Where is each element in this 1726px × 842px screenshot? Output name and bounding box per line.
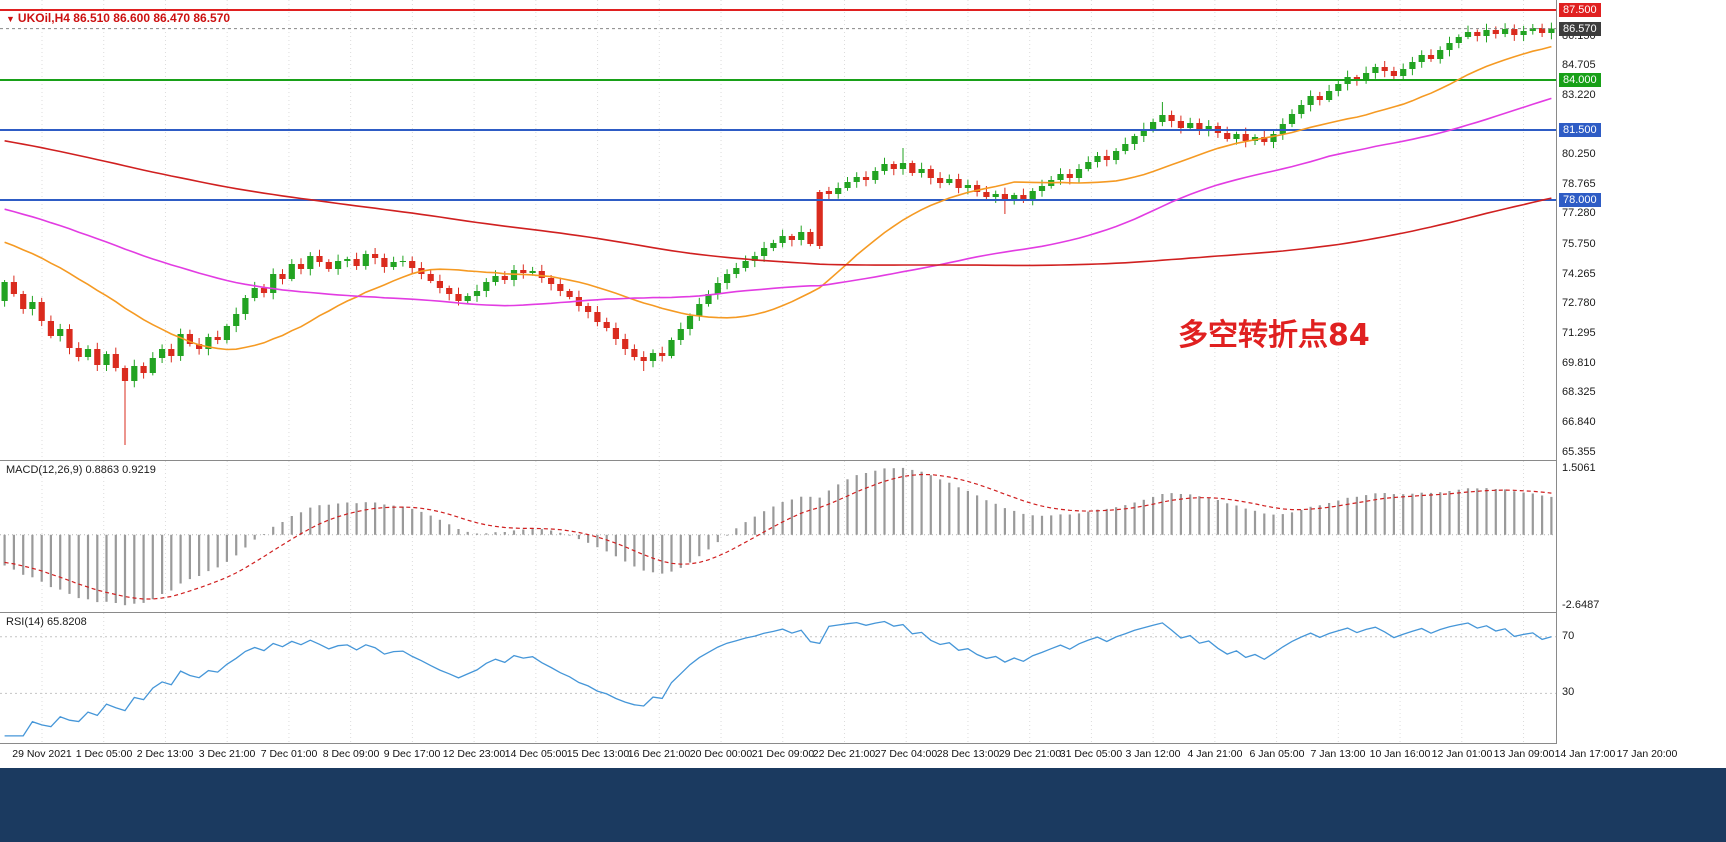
macd-panel[interactable]: MACD(12,26,9) 0.8863 0.9219 <box>0 461 1556 613</box>
time-tick-label: 7 Dec 01:00 <box>260 748 318 760</box>
price-tick-label: 69.810 <box>1562 357 1596 369</box>
time-tick-label: 16 Dec 21:00 <box>627 748 691 760</box>
time-tick-label: 10 Jan 16:00 <box>1369 748 1431 760</box>
macd-chart-canvas[interactable] <box>0 461 1556 612</box>
chart-marker-icon: ▼ <box>6 14 15 24</box>
macd-max-label: 1.5061 <box>1562 462 1596 474</box>
macd-min-label: -2.6487 <box>1562 599 1600 611</box>
time-tick-label: 9 Dec 17:00 <box>383 748 441 760</box>
time-tick-label: 8 Dec 09:00 <box>322 748 380 760</box>
price-tick-label: 83.220 <box>1562 89 1596 101</box>
price-chart-canvas[interactable] <box>0 0 1556 460</box>
current-price-badge: 86.570 <box>1559 22 1601 36</box>
price-tick-label: 68.325 <box>1562 386 1596 398</box>
time-tick-label: 1 Dec 05:00 <box>75 748 133 760</box>
rsi-label: RSI(14) 65.8208 <box>6 616 87 628</box>
chart-title: ▼ UKOil,H4 86.510 86.600 86.470 86.570 <box>6 11 230 25</box>
price-tick-label: 84.705 <box>1562 59 1596 71</box>
price-tick-label: 78.765 <box>1562 178 1596 190</box>
time-tick-label: 6 Jan 05:00 <box>1249 748 1305 760</box>
price-panel[interactable]: ▼ UKOil,H4 86.510 86.600 86.470 86.570 多空… <box>0 0 1556 461</box>
price-tick-label: 72.780 <box>1562 297 1596 309</box>
rsi-chart-canvas[interactable] <box>0 613 1556 743</box>
time-tick-label: 3 Dec 21:00 <box>198 748 256 760</box>
time-tick-label: 2 Dec 13:00 <box>136 748 194 760</box>
price-tick-label: 65.355 <box>1562 446 1596 458</box>
price-axis[interactable]: 86.150 84.705 83.220 80.250 78.765 77.280 75.7… <box>1557 0 1726 744</box>
hline-price-badge: 84.000 <box>1559 73 1601 87</box>
rsi-level-label: 30 <box>1562 686 1575 698</box>
time-tick-label: 28 Dec 13:00 <box>936 748 1000 760</box>
time-tick-label: 4 Jan 21:00 <box>1187 748 1243 760</box>
time-tick-label: 14 Dec 05:00 <box>504 748 568 760</box>
time-tick-label: 31 Dec 05:00 <box>1059 748 1123 760</box>
price-tick-label: 80.250 <box>1562 148 1596 160</box>
time-tick-label: 20 Dec 00:00 <box>689 748 753 760</box>
price-tick-label: 77.280 <box>1562 207 1596 219</box>
chart-annotation: 多空转折点84 <box>1178 318 1370 353</box>
price-tick-label: 71.295 <box>1562 327 1596 339</box>
time-tick-label: 21 Dec 09:00 <box>751 748 815 760</box>
time-tick-label: 12 Jan 01:00 <box>1431 748 1493 760</box>
time-tick-label: 22 Dec 21:00 <box>812 748 876 760</box>
time-tick-label: 27 Dec 04:00 <box>874 748 938 760</box>
time-tick-label: 13 Jan 09:00 <box>1493 748 1555 760</box>
macd-label: MACD(12,26,9) 0.8863 0.9219 <box>6 464 156 476</box>
hline-price-badge: 87.500 <box>1559 3 1601 17</box>
chart-title-text: UKOil,H4 86.510 86.600 86.470 86.570 <box>17 11 231 25</box>
price-tick-label: 75.750 <box>1562 238 1596 250</box>
time-tick-label: 29 Dec 21:00 <box>998 748 1062 760</box>
price-tick-label: 74.265 <box>1562 268 1596 280</box>
price-tick-label: 66.840 <box>1562 416 1596 428</box>
time-tick-label: 12 Dec 23:00 <box>442 748 506 760</box>
time-tick-label: 15 Dec 13:00 <box>566 748 630 760</box>
rsi-panel[interactable]: RSI(14) 65.8208 <box>0 613 1556 744</box>
price-axis-border <box>1556 0 1557 744</box>
taskbar <box>0 768 1726 842</box>
time-tick-label: 29 Nov 2021 <box>12 748 72 760</box>
time-tick-label: 17 Jan 20:00 <box>1616 748 1678 760</box>
time-tick-label: 14 Jan 17:00 <box>1554 748 1616 760</box>
rsi-level-label: 70 <box>1562 630 1575 642</box>
time-axis[interactable]: 29 Nov 2021 1 Dec 05:00 2 Dec 13:00 3 Dec 2… <box>0 744 1726 768</box>
hline-price-badge: 78.000 <box>1559 193 1601 207</box>
time-tick-label: 3 Jan 12:00 <box>1125 748 1181 760</box>
hline-price-badge: 81.500 <box>1559 123 1601 137</box>
time-tick-label: 7 Jan 13:00 <box>1310 748 1366 760</box>
